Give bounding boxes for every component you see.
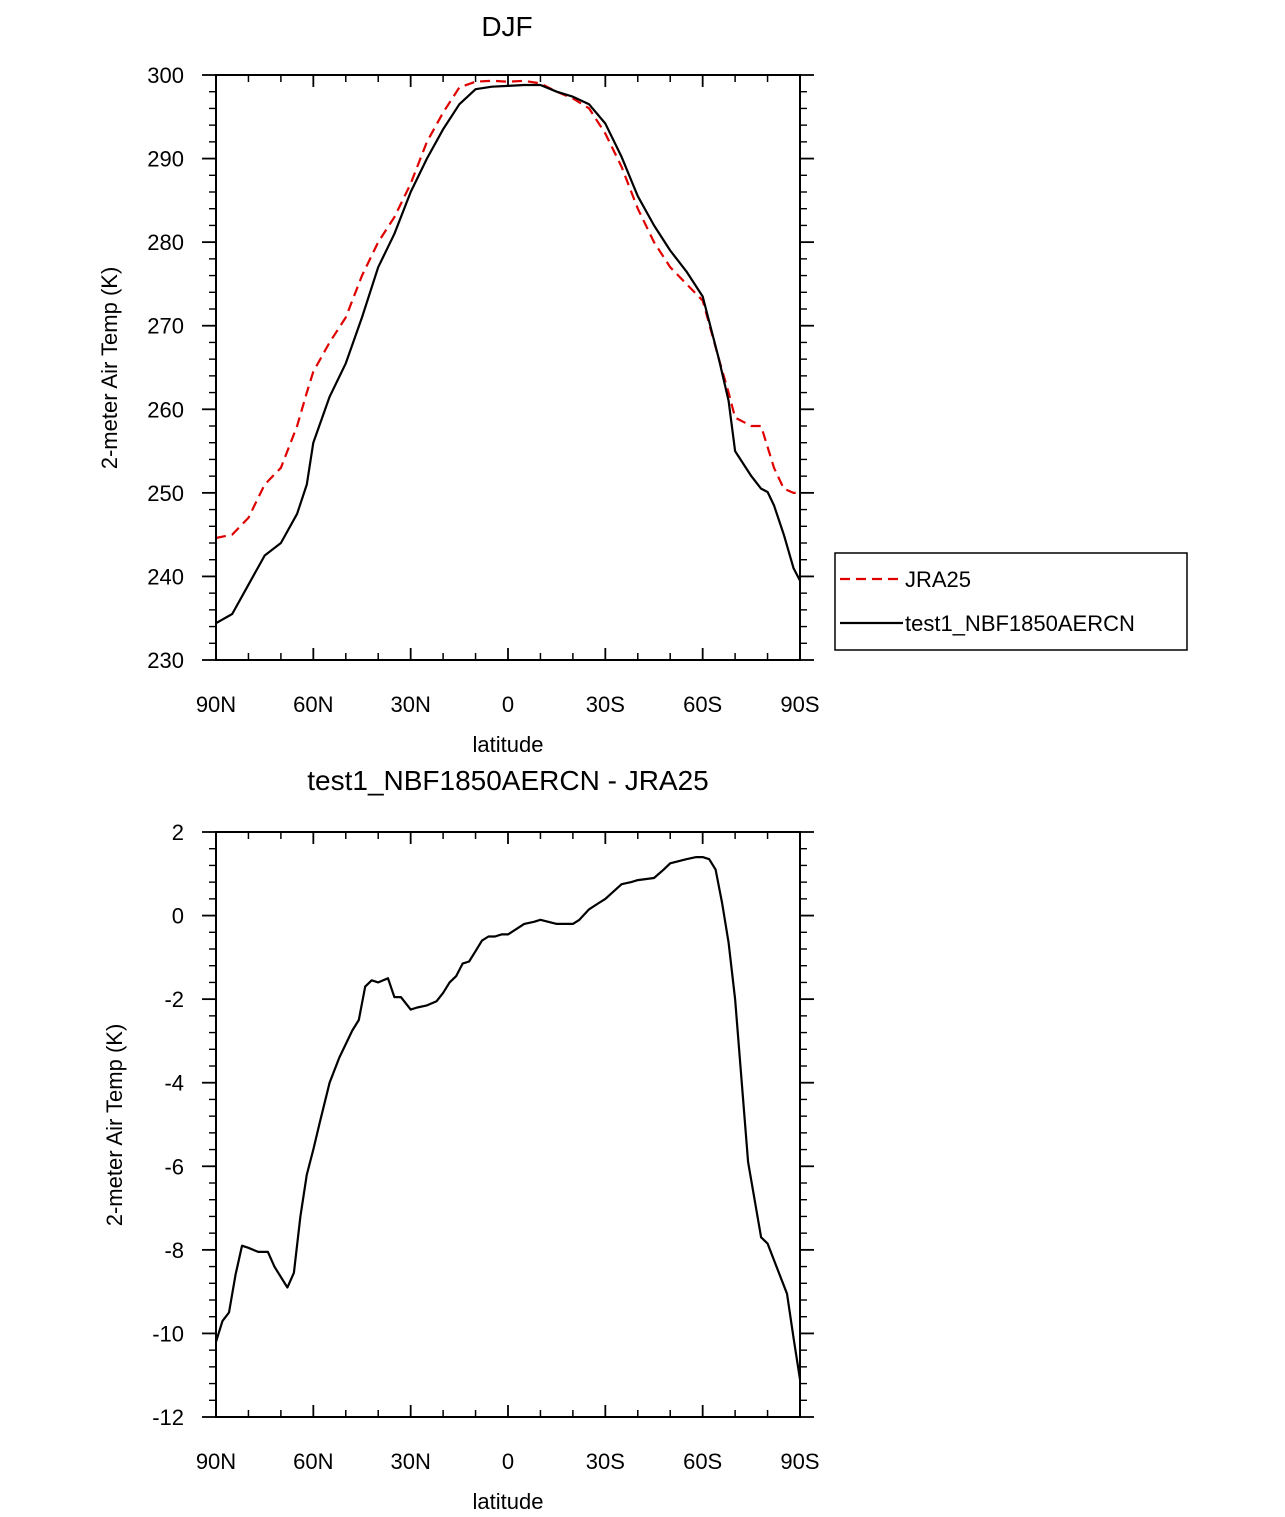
- chart-title: test1_NBF1850AERCN - JRA25: [307, 765, 709, 796]
- x-tick-label: 30S: [586, 692, 625, 717]
- legend: JRA25 test1_NBF1850AERCN: [834, 552, 1188, 651]
- y-axis-label: 2-meter Air Temp (K): [97, 267, 122, 470]
- y-tick-label: 240: [147, 564, 184, 589]
- y-tick-label: -4: [164, 1071, 184, 1096]
- y-tick-label: 230: [147, 648, 184, 673]
- plot-frame: [215, 74, 801, 661]
- x-tick-label: 0: [502, 692, 514, 717]
- x-tick-label: 60N: [293, 1449, 333, 1474]
- series-line-difference: [214, 856, 802, 1380]
- tick-labels: 90N 60N 30N 0 30S 60S 90S -12 -10 -8 -6 -4 -2 0 2: [152, 820, 819, 1474]
- chart-title: DJF: [481, 11, 532, 42]
- x-tick-label: 90S: [780, 692, 819, 717]
- plot-area: [214, 856, 802, 1380]
- x-tick-label: 90N: [196, 692, 236, 717]
- series-line-jra25: [215, 79, 800, 540]
- plot-frame: [215, 831, 801, 1418]
- x-tick-label: 60S: [683, 1449, 722, 1474]
- legend-box: [834, 552, 1188, 651]
- x-tick-label: 90S: [780, 1449, 819, 1474]
- axis-ticks: [202, 74, 814, 661]
- tick-labels: 90N 60N 30N 0 30S 60S 90S 230 240 250 260 270 280 290…: [147, 63, 819, 717]
- axis-ticks: [202, 831, 814, 1418]
- y-tick-label: -6: [164, 1154, 184, 1179]
- x-tick-label: 30S: [586, 1449, 625, 1474]
- y-tick-label: 0: [172, 904, 184, 929]
- y-tick-label: 300: [147, 63, 184, 88]
- y-tick-label: 250: [147, 481, 184, 506]
- y-tick-label: -10: [152, 1321, 184, 1346]
- y-tick-label: 290: [147, 147, 184, 172]
- y-tick-label: 280: [147, 230, 184, 255]
- x-tick-label: 0: [502, 1449, 514, 1474]
- x-tick-label: 30N: [390, 692, 430, 717]
- x-axis-label: latitude: [473, 1489, 544, 1514]
- y-tick-label: -8: [164, 1238, 184, 1263]
- difference-panel: test1_NBF1850AERCN - JRA25 90N 60N 30N 0 30S…: [102, 765, 820, 1514]
- x-tick-label: 60S: [683, 692, 722, 717]
- y-tick-label: -12: [152, 1405, 184, 1430]
- y-tick-label: -2: [164, 987, 184, 1012]
- series-line-model: [215, 83, 801, 625]
- x-axis-label: latitude: [473, 732, 544, 757]
- legend-label-jra25: JRA25: [905, 567, 971, 592]
- djf-temperature-panel: DJF 90N 60N 30N 0 30S 60S 90S 230 240 250 260 270 28…: [97, 11, 1188, 757]
- plot-area: [215, 79, 801, 625]
- y-tick-label: 260: [147, 397, 184, 422]
- legend-label-model: test1_NBF1850AERCN: [905, 611, 1135, 636]
- y-tick-label: 270: [147, 314, 184, 339]
- y-axis-label: 2-meter Air Temp (K): [102, 1024, 127, 1227]
- y-tick-label: 2: [172, 820, 184, 845]
- x-tick-label: 30N: [390, 1449, 430, 1474]
- x-tick-label: 60N: [293, 692, 333, 717]
- x-tick-label: 90N: [196, 1449, 236, 1474]
